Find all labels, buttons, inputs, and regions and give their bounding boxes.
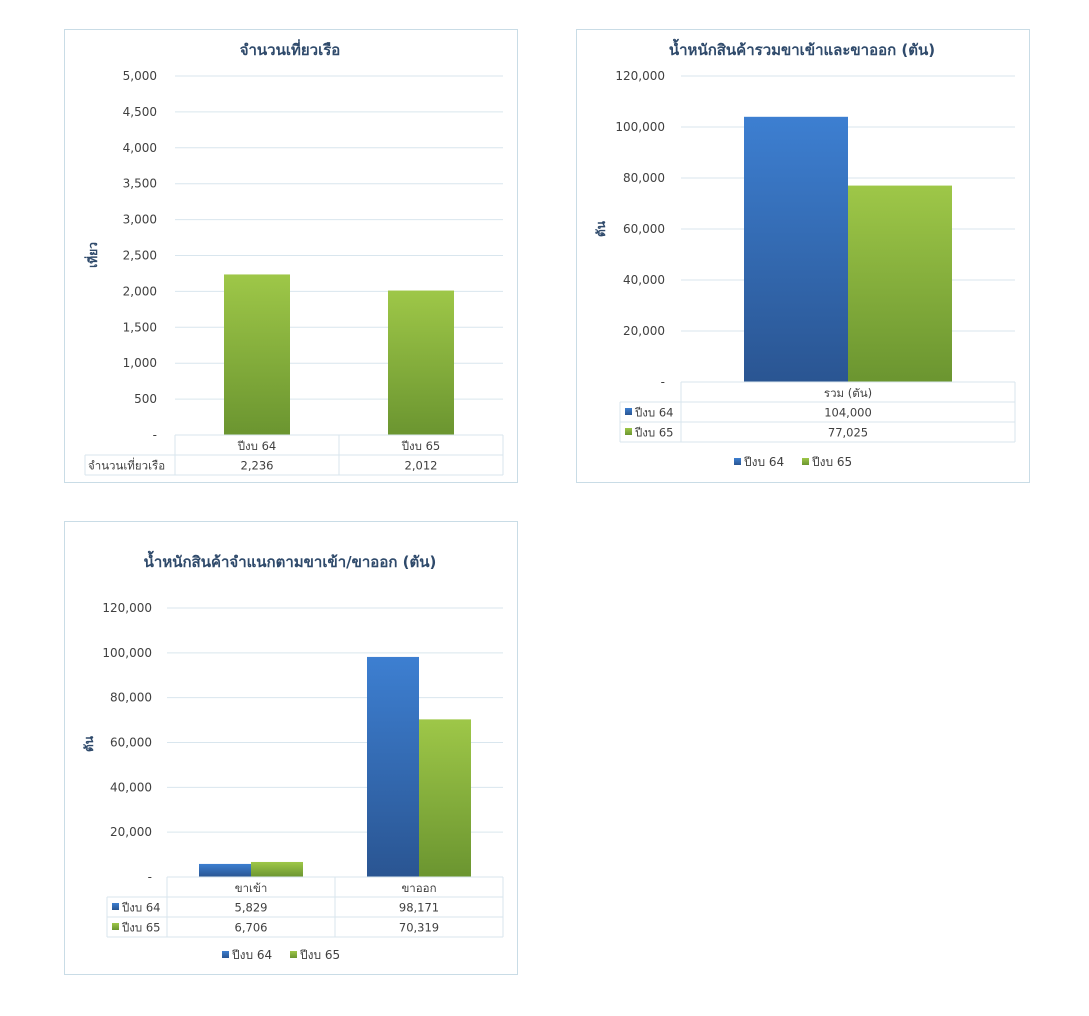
bar bbox=[367, 656, 419, 877]
y-tick-label: 60,000 bbox=[623, 222, 665, 236]
table-category-header: ขาเข้า bbox=[235, 881, 268, 895]
y-tick-label: 120,000 bbox=[615, 69, 665, 83]
table-category-header: ขาออก bbox=[401, 881, 436, 895]
table-value: 2,236 bbox=[241, 459, 274, 473]
bar bbox=[848, 185, 952, 382]
y-tick-label: 40,000 bbox=[623, 273, 665, 287]
legend-label: ปีงบ 65 bbox=[811, 455, 852, 469]
chart-title: น้ำหนักสินค้ารวมขาเข้าและขาออก (ตัน) bbox=[669, 38, 935, 59]
table-value: 6,706 bbox=[235, 921, 268, 935]
y-tick-label: 40,000 bbox=[110, 780, 152, 794]
y-tick-label: 80,000 bbox=[110, 691, 152, 705]
legend-label: ปีงบ 64 bbox=[231, 948, 272, 962]
table-category-header: รวม (ตัน) bbox=[824, 386, 872, 400]
table-series-name: ปีงบ 65 bbox=[121, 921, 160, 935]
y-tick-label: 20,000 bbox=[623, 324, 665, 338]
table-category-header: ปีงบ 64 bbox=[237, 439, 276, 453]
table-series-name: จำนวนเที่ยวเรือ bbox=[88, 458, 165, 473]
y-tick-label: 3,500 bbox=[123, 177, 157, 191]
table-value: 104,000 bbox=[824, 406, 872, 420]
chart-weight-by-direction: น้ำหนักสินค้าจำแนกตามขาเข้า/ขาออก (ตัน) ต… bbox=[64, 521, 518, 975]
bar bbox=[419, 719, 471, 877]
y-axis-label: ตัน bbox=[82, 735, 96, 752]
y-tick-label: 120,000 bbox=[102, 601, 152, 615]
chart-svg: น้ำหนักสินค้ารวมขาเข้าและขาออก (ตัน) ตัน -… bbox=[594, 38, 1016, 469]
table-value: 2,012 bbox=[405, 459, 438, 473]
legend-label: ปีงบ 65 bbox=[299, 948, 340, 962]
table-value: 70,319 bbox=[399, 921, 439, 935]
y-axis-label: เที่ยว bbox=[84, 242, 100, 268]
legend-label: ปีงบ 64 bbox=[743, 455, 784, 469]
bar bbox=[251, 861, 303, 877]
y-tick-label: - bbox=[661, 375, 665, 389]
table-series-name: ปีงบ 65 bbox=[634, 426, 673, 440]
chart-title: น้ำหนักสินค้าจำแนกตามขาเข้า/ขาออก (ตัน) bbox=[144, 550, 437, 571]
y-tick-label: 4,000 bbox=[123, 141, 157, 155]
y-tick-label: 5,000 bbox=[123, 69, 157, 83]
table-category-header: ปีงบ 65 bbox=[401, 439, 440, 453]
y-tick-label: 100,000 bbox=[102, 646, 152, 660]
y-tick-label: 2,500 bbox=[123, 249, 157, 263]
y-tick-label: 3,000 bbox=[123, 213, 157, 227]
y-tick-label: 80,000 bbox=[623, 171, 665, 185]
bar bbox=[744, 116, 848, 383]
chart-svg: น้ำหนักสินค้าจำแนกตามขาเข้า/ขาออก (ตัน) ต… bbox=[82, 550, 504, 962]
legend-key bbox=[734, 458, 741, 465]
bar bbox=[388, 290, 454, 435]
y-tick-label: 1,500 bbox=[123, 320, 157, 334]
y-axis-label: ตัน bbox=[594, 220, 608, 237]
y-tick-label: 20,000 bbox=[110, 825, 152, 839]
y-tick-label: - bbox=[148, 870, 152, 884]
y-tick-label: 2,000 bbox=[123, 284, 157, 298]
chart-title: จำนวนเที่ยวเรือ bbox=[240, 39, 341, 59]
bar bbox=[224, 274, 290, 435]
table-legend-key bbox=[112, 923, 119, 930]
chart-total-weight: น้ำหนักสินค้ารวมขาเข้าและขาออก (ตัน) ตัน -… bbox=[576, 29, 1030, 483]
chart-trip-count: จำนวนเที่ยวเรือ เที่ยว -500 1,000 1,500 2,000… bbox=[64, 29, 518, 483]
table-series-name: ปีงบ 64 bbox=[634, 406, 673, 420]
y-tick-label: 500 bbox=[134, 392, 157, 406]
y-tick-label: 4,500 bbox=[123, 105, 157, 119]
bar bbox=[199, 863, 251, 877]
table-legend-key bbox=[625, 428, 632, 435]
table-series-name: ปีงบ 64 bbox=[121, 901, 160, 915]
table-value: 77,025 bbox=[828, 426, 868, 440]
y-tick-label: - bbox=[153, 428, 157, 442]
y-tick-label: 60,000 bbox=[110, 736, 152, 750]
y-tick-label: 1,000 bbox=[123, 356, 157, 370]
table-legend-key bbox=[112, 903, 119, 910]
legend-key bbox=[222, 951, 229, 958]
chart-svg: จำนวนเที่ยวเรือเที่ยว-5001,0001,5002,000… bbox=[84, 39, 504, 476]
table-value: 98,171 bbox=[399, 901, 439, 915]
legend-key bbox=[802, 458, 809, 465]
table-legend-key bbox=[625, 408, 632, 415]
y-tick-label: 100,000 bbox=[615, 120, 665, 134]
table-value: 5,829 bbox=[235, 901, 268, 915]
legend-key bbox=[290, 951, 297, 958]
